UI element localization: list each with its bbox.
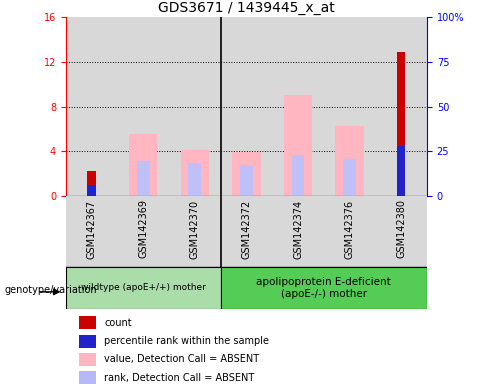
Bar bbox=[79, 316, 96, 329]
Bar bbox=[375, 196, 427, 267]
Bar bbox=[397, 52, 406, 196]
Bar bbox=[335, 126, 364, 196]
Text: GSM142370: GSM142370 bbox=[190, 199, 200, 258]
Bar bbox=[66, 196, 118, 267]
Bar bbox=[129, 134, 158, 196]
Bar bbox=[324, 196, 375, 267]
Bar bbox=[240, 165, 253, 196]
Bar bbox=[87, 185, 96, 196]
Text: GSM142380: GSM142380 bbox=[396, 199, 406, 258]
Bar bbox=[79, 371, 96, 384]
Bar bbox=[118, 196, 169, 267]
Bar bbox=[169, 17, 221, 196]
Text: apolipoprotein E-deficient
(apoE-/-) mother: apolipoprotein E-deficient (apoE-/-) mot… bbox=[257, 277, 391, 299]
Text: GSM142376: GSM142376 bbox=[345, 199, 355, 258]
Bar bbox=[397, 146, 406, 196]
Bar bbox=[324, 17, 375, 196]
Text: rank, Detection Call = ABSENT: rank, Detection Call = ABSENT bbox=[104, 372, 254, 382]
Bar bbox=[79, 353, 96, 366]
Bar bbox=[66, 17, 118, 196]
Bar bbox=[169, 196, 221, 267]
Bar bbox=[272, 196, 324, 267]
Title: GDS3671 / 1439445_x_at: GDS3671 / 1439445_x_at bbox=[158, 1, 335, 15]
Bar bbox=[137, 161, 150, 196]
Bar bbox=[272, 17, 324, 196]
Bar bbox=[79, 334, 96, 348]
Text: GSM142372: GSM142372 bbox=[242, 199, 251, 259]
Text: GSM142367: GSM142367 bbox=[87, 199, 97, 258]
Bar bbox=[232, 152, 261, 196]
Bar bbox=[221, 267, 427, 309]
Bar bbox=[181, 150, 209, 196]
Bar bbox=[221, 17, 272, 196]
Text: wildtype (apoE+/+) mother: wildtype (apoE+/+) mother bbox=[81, 283, 206, 293]
Text: value, Detection Call = ABSENT: value, Detection Call = ABSENT bbox=[104, 354, 259, 364]
Bar bbox=[284, 95, 312, 196]
Bar bbox=[375, 17, 427, 196]
Bar bbox=[188, 164, 201, 196]
Text: percentile rank within the sample: percentile rank within the sample bbox=[104, 336, 269, 346]
Bar bbox=[66, 267, 221, 309]
Text: GSM142374: GSM142374 bbox=[293, 199, 303, 258]
Bar bbox=[221, 196, 272, 267]
Bar bbox=[118, 17, 169, 196]
Text: count: count bbox=[104, 318, 132, 328]
Bar bbox=[292, 154, 305, 196]
Bar bbox=[87, 171, 96, 196]
Bar bbox=[343, 159, 356, 196]
Text: GSM142369: GSM142369 bbox=[138, 199, 148, 258]
Text: genotype/variation: genotype/variation bbox=[5, 285, 98, 295]
